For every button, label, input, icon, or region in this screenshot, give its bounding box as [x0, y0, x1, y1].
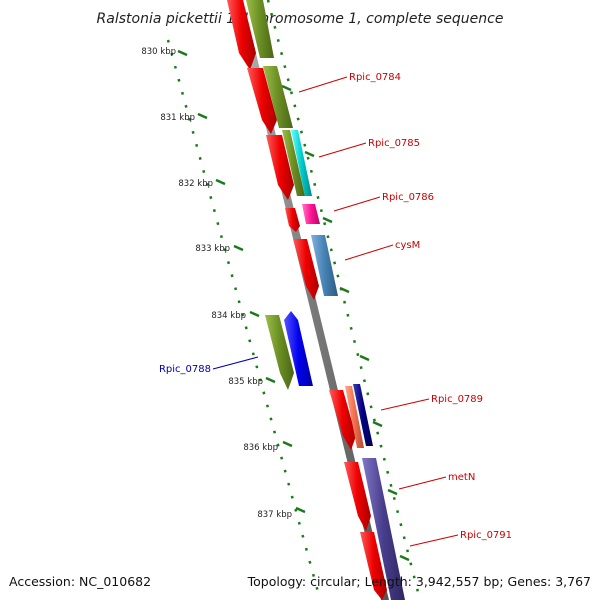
gene-label-rpic-0791[interactable]: Rpic_0791 [460, 530, 512, 541]
gene-steelblue[interactable] [311, 235, 338, 296]
gene-olive[interactable] [246, 0, 274, 58]
gene-magenta[interactable] [302, 204, 320, 224]
gene-red[interactable] [285, 208, 300, 232]
gene-label-rpic-0786[interactable]: Rpic_0786 [382, 192, 434, 203]
gene-red[interactable] [360, 532, 387, 600]
gene-label-rpic-0785[interactable]: Rpic_0785 [368, 138, 420, 149]
kbp-label: 837 kbp [257, 510, 292, 520]
gene-slate[interactable] [362, 458, 405, 600]
topology-text: Topology: circular; Length: 3,942,557 bp… [247, 574, 591, 589]
kbp-labels: 830 kbp 831 kbp 832 kbp 833 kbp 834 kbp … [141, 47, 292, 520]
kbp-label: 834 kbp [211, 311, 246, 321]
gene-label-cysm[interactable]: cysM [395, 240, 420, 251]
kbp-label: 831 kbp [160, 113, 195, 123]
gene-olive[interactable] [265, 315, 294, 390]
ruler-major-ticks-left [177, 49, 306, 514]
gene-olive[interactable] [282, 130, 305, 196]
kbp-label: 832 kbp [178, 179, 213, 189]
ruler-major-ticks-right [281, 84, 410, 562]
gene-cyan[interactable] [291, 130, 312, 196]
kbp-label: 830 kbp [141, 47, 176, 57]
gene-red[interactable] [266, 135, 294, 200]
gene-red[interactable] [247, 68, 277, 134]
kbp-label: 835 kbp [228, 377, 263, 387]
map-title: Ralstonia pickettii 12J chromosome 1, co… [97, 11, 504, 27]
gene-salmon[interactable] [345, 386, 364, 448]
gene-label-rpic-0784[interactable]: Rpic_0784 [349, 72, 401, 83]
forward-strand-genes [246, 0, 405, 600]
gene-label-metn[interactable]: metN [448, 472, 475, 483]
accession-text: Accession: NC_010682 [9, 574, 151, 589]
kbp-label: 836 kbp [243, 443, 278, 453]
ruler-dots-left [166, 39, 320, 593]
gene-label-rpic-0788[interactable]: Rpic_0788 [159, 364, 211, 375]
gene-olive[interactable] [263, 66, 293, 128]
gene-red[interactable] [227, 0, 256, 70]
gene-red[interactable] [293, 239, 319, 300]
gene-labels: Rpic_0784 Rpic_0785 Rpic_0786 cysM Rpic_… [159, 72, 512, 541]
reverse-strand-genes [227, 0, 387, 600]
gene-red[interactable] [344, 462, 371, 531]
gene-blue[interactable] [284, 311, 313, 386]
kbp-label: 833 kbp [195, 244, 230, 254]
gene-leader-lines [212, 76, 459, 547]
gene-navy[interactable] [353, 384, 373, 446]
gene-red[interactable] [329, 390, 356, 450]
gene-label-rpic-0789[interactable]: Rpic_0789 [431, 394, 483, 405]
